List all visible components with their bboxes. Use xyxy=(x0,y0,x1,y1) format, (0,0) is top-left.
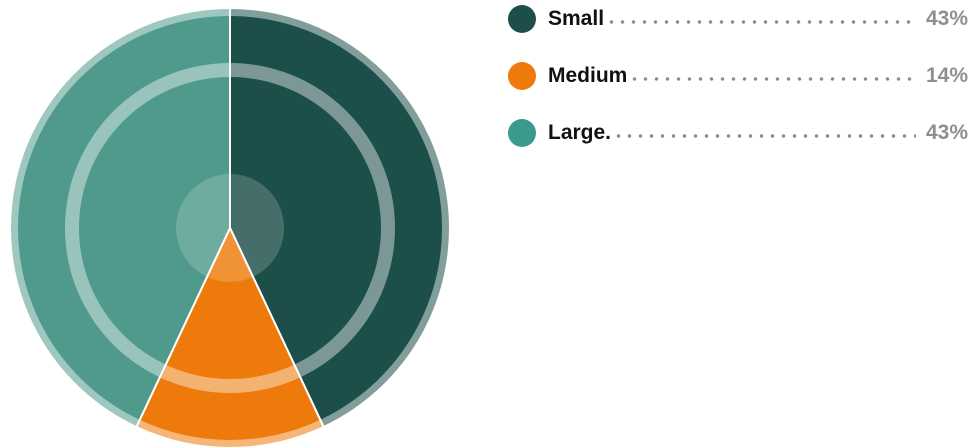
legend-value: 43% xyxy=(925,7,968,30)
legend-item-large: Large. 43% xyxy=(508,118,968,148)
legend-value: 43% xyxy=(925,121,968,144)
slice-inner-ring xyxy=(64,63,230,377)
dot-leader xyxy=(613,131,916,141)
slice-outer-rim xyxy=(10,8,230,427)
legend-swatch-large xyxy=(508,119,536,147)
legend-label: Medium xyxy=(548,64,628,87)
slice-outer-rim xyxy=(137,420,323,448)
slice-inner-ring xyxy=(230,63,396,377)
pie-slice-large xyxy=(9,7,231,429)
pie-chart xyxy=(9,7,451,448)
slice-outer-rim xyxy=(230,8,450,427)
slice-inner-ring xyxy=(160,364,300,393)
pie-slice-small xyxy=(229,7,451,429)
dot-leader xyxy=(629,74,916,84)
legend-label: Small xyxy=(548,7,605,30)
legend-item-medium: Medium 14% xyxy=(508,61,968,91)
legend-swatch-small xyxy=(508,5,536,33)
dot-leader xyxy=(606,17,916,27)
legend-item-small: Small 43% xyxy=(508,4,968,34)
center-hub xyxy=(176,174,284,282)
legend-label: Large. xyxy=(548,121,612,144)
legend-value: 14% xyxy=(925,64,968,87)
legend-swatch-medium xyxy=(508,62,536,90)
legend: Small 43% Medium 14% Large. 43% xyxy=(508,4,968,175)
